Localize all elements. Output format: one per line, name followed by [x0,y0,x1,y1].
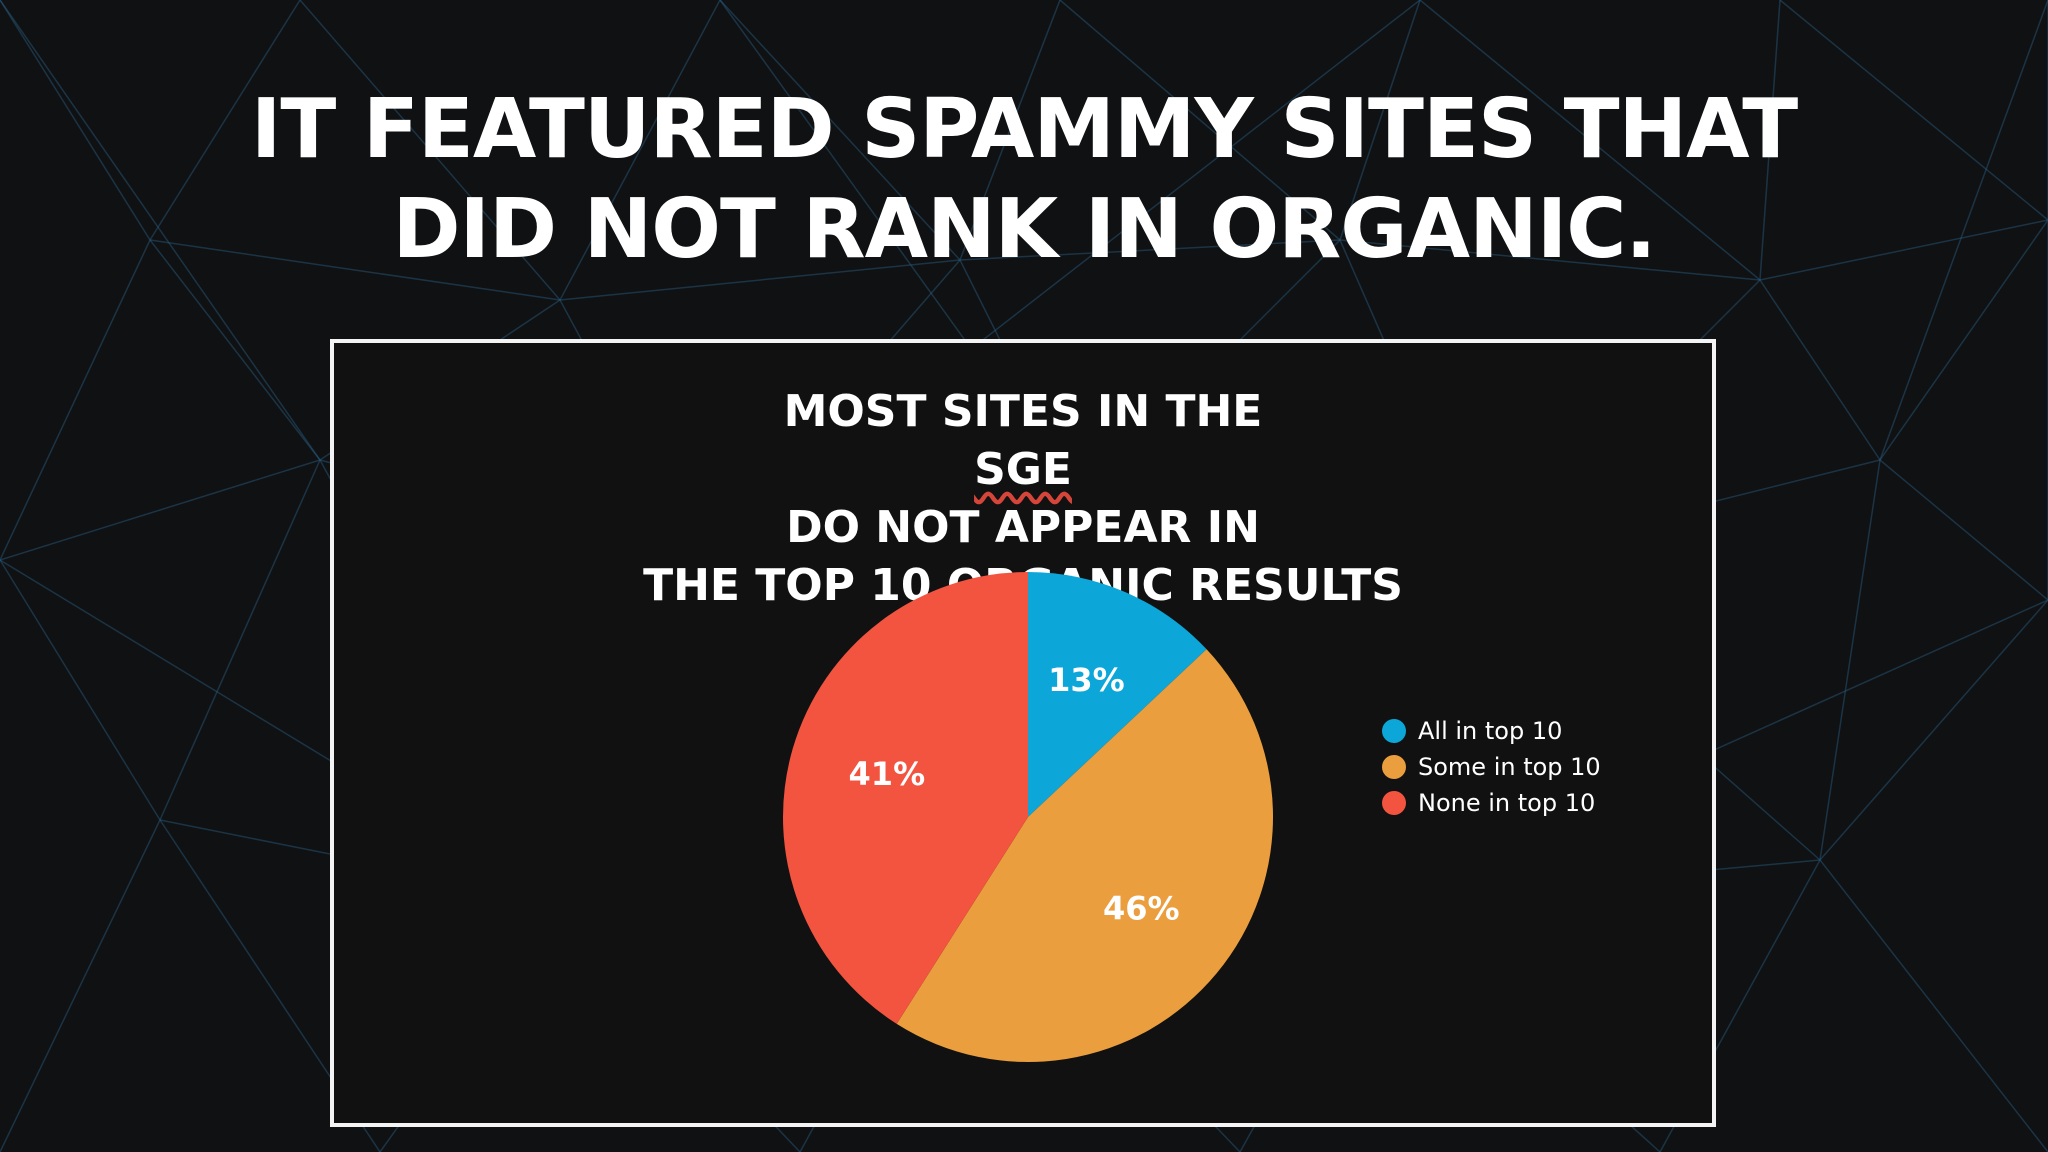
background-line [1819,599,2048,861]
background-line [1879,459,2048,601]
background-line [1819,459,1881,861]
background-line [1879,219,2048,461]
background-line [1759,219,2048,281]
chart-title-part-1: MOST SITES IN THE [783,386,1263,437]
pie-label-none-in-top-10: 41% [849,755,926,793]
background-line [1759,0,1781,281]
background-line [719,0,961,261]
chart-panel: MOST SITES IN THE SGE DO NOT APPEAR IN T… [330,339,1716,1127]
pie-label-all-in-top-10: 13% [1048,661,1125,699]
background-line [559,259,961,301]
legend-label: None in top 10 [1418,789,1596,817]
background-line [0,459,321,561]
pie-slice-none-in-top-10 [783,572,1028,1024]
legend-label: Some in top 10 [1418,753,1601,781]
chart-title-line-1: MOST SITES IN THE SGE DO NOT APPEAR IN [334,383,1712,557]
legend-swatch [1382,791,1406,815]
background-line [0,559,161,821]
background-line [149,239,321,461]
background-line [959,0,1061,261]
background-line [299,0,561,301]
background-line [1779,0,2048,221]
chart-title-sge: SGE [974,444,1072,495]
background-line [1819,859,2048,1152]
background-line [0,819,161,1152]
pie-chart: 13% 46% 41% [783,572,1273,1062]
legend-item-some-in-top-10: Some in top 10 [1382,749,1601,785]
pie-label-some-in-top-10: 46% [1103,890,1180,928]
legend-item-all-in-top-10: All in top 10 [1382,713,1601,749]
background-line [1339,239,1761,281]
legend-label: All in top 10 [1418,717,1563,745]
background-line [959,239,1341,261]
background-line [159,459,321,821]
background-line [1419,0,1761,281]
legend-swatch [1382,755,1406,779]
background-line [559,0,721,301]
headline-line-2: DID NOT RANK IN ORGANIC. [392,182,1656,277]
pie-slice-some-in-top-10 [896,649,1273,1062]
slide-headline: IT FEATURED SPAMMY SITES THAT DID NOT RA… [0,80,2048,280]
legend-swatch [1382,719,1406,743]
pie-slice-all-in-top-10 [1028,572,1207,817]
background-line [1759,279,1881,461]
legend-item-none-in-top-10: None in top 10 [1382,785,1601,821]
background-line [1879,0,2048,461]
background-line [0,0,151,241]
background-line [0,0,321,461]
background-line [149,0,301,241]
background-line [1059,0,1341,241]
background-line [1339,0,1421,241]
background-line [149,239,561,301]
chart-title-part-2: DO NOT APPEAR IN [786,502,1260,553]
background-line [0,239,151,561]
chart-legend: All in top 10 Some in top 10 None in top 1… [1382,713,1601,821]
headline-line-1: IT FEATURED SPAMMY SITES THAT [250,82,1798,177]
